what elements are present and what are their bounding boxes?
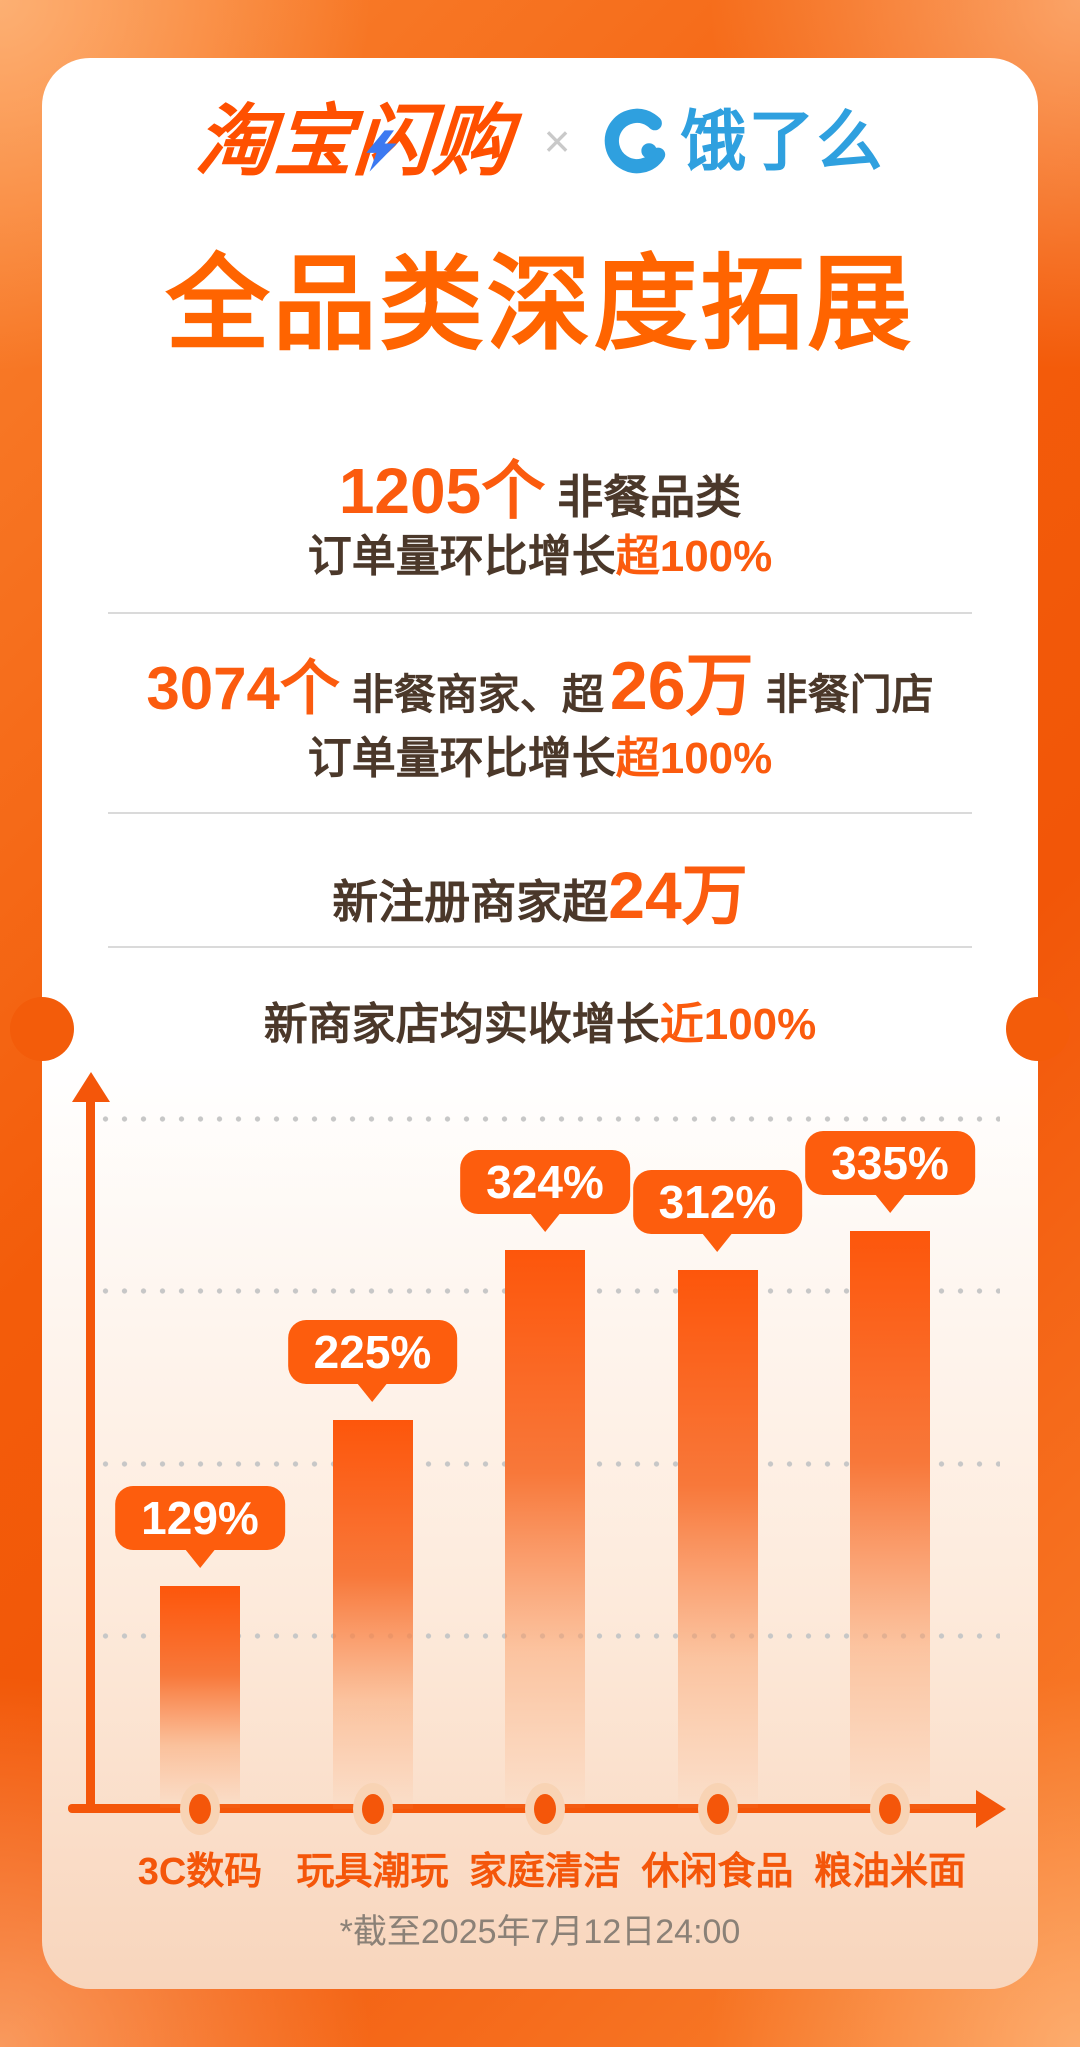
stat2-tail: 非餐门店 [765, 671, 934, 718]
footnote: *截至2025年7月12日24:00 [339, 1913, 741, 1951]
stat4-label: 新商家店均实收增长 [263, 1000, 660, 1049]
axis-point [180, 1782, 220, 1835]
stat2-line1: 3074个 非餐商家、超26万 非餐门店 [0, 630, 1080, 729]
ticket-notch-right [1006, 997, 1070, 1061]
category-label: 粮油米面 [813, 1851, 967, 1893]
y-axis-arrow-icon [72, 1072, 110, 1102]
eleme-logo: 饿了么 [602, 106, 884, 176]
axis-point [870, 1782, 910, 1835]
page-title: 全品类深度拓展 [165, 247, 915, 363]
stat1-line2-orange: 超100% [615, 532, 773, 581]
stat3-value: 24万 [608, 858, 748, 932]
axis-point [352, 1782, 393, 1835]
ticket-notch-left [10, 997, 74, 1061]
stat2-line2-orange: 超100% [615, 734, 773, 783]
x-axis [68, 1804, 980, 1813]
collab-x-separator: × [543, 115, 571, 167]
axis-point [525, 1782, 565, 1835]
bar [850, 1230, 930, 1809]
y-axis [86, 1098, 95, 1812]
stat1-value: 1205个 [338, 455, 546, 527]
value-callout: 129% [115, 1485, 285, 1550]
value-callout: 335% [805, 1130, 975, 1195]
stat4-value: 近100% [659, 1000, 817, 1049]
divider-1 [108, 612, 972, 614]
bar [677, 1270, 758, 1809]
taobao-shangou-logo-text: 淘宝闪购 [192, 97, 515, 185]
value-callout: 324% [460, 1149, 630, 1214]
x-axis-arrow-icon [976, 1790, 1006, 1828]
gridline-dotted [96, 1115, 1000, 1122]
bar [505, 1249, 585, 1809]
bar [332, 1420, 413, 1809]
stat1-line2-dark: 订单量环比增长 [307, 532, 616, 581]
ele-logo-e-icon [605, 108, 670, 174]
axis-point [697, 1782, 738, 1835]
category-label: 休闲食品 [641, 1851, 794, 1893]
stat1-line2: 订单量环比增长超100% [0, 520, 1080, 584]
divider-3 [108, 946, 972, 948]
category-label: 3C数码 [137, 1851, 263, 1893]
divider-2 [108, 812, 972, 814]
bar [160, 1585, 240, 1809]
stat2-value2: 26万 [609, 648, 754, 724]
eleme-logo-text: 饿了么 [680, 104, 885, 178]
taobao-shangou-logo: 淘宝闪购 [192, 97, 514, 185]
lightning-bolt-icon [365, 129, 397, 172]
stat3-line: 新注册商家超24万 [0, 842, 1080, 938]
stat1-line1: 1205个 非餐品类 [0, 440, 1080, 532]
category-label: 玩具潮玩 [296, 1851, 449, 1893]
stat1-label: 非餐品类 [557, 471, 742, 523]
stat2-line2-dark: 订单量环比增长 [307, 734, 616, 783]
stat2-mid: 非餐商家、超 [351, 671, 604, 718]
value-callout: 312% [632, 1170, 803, 1235]
stat3-label: 新注册商家超 [332, 876, 609, 928]
stat2-line2: 订单量环比增长超100% [0, 722, 1080, 786]
value-callout: 225% [287, 1320, 458, 1385]
stat4-line: 新商家店均实收增长近100% [0, 988, 1080, 1052]
category-label: 家庭清洁 [468, 1851, 622, 1893]
stat2-value1: 3074个 [146, 655, 340, 722]
brand-lockup: 淘宝闪购 × 饿了么 [0, 97, 1080, 185]
